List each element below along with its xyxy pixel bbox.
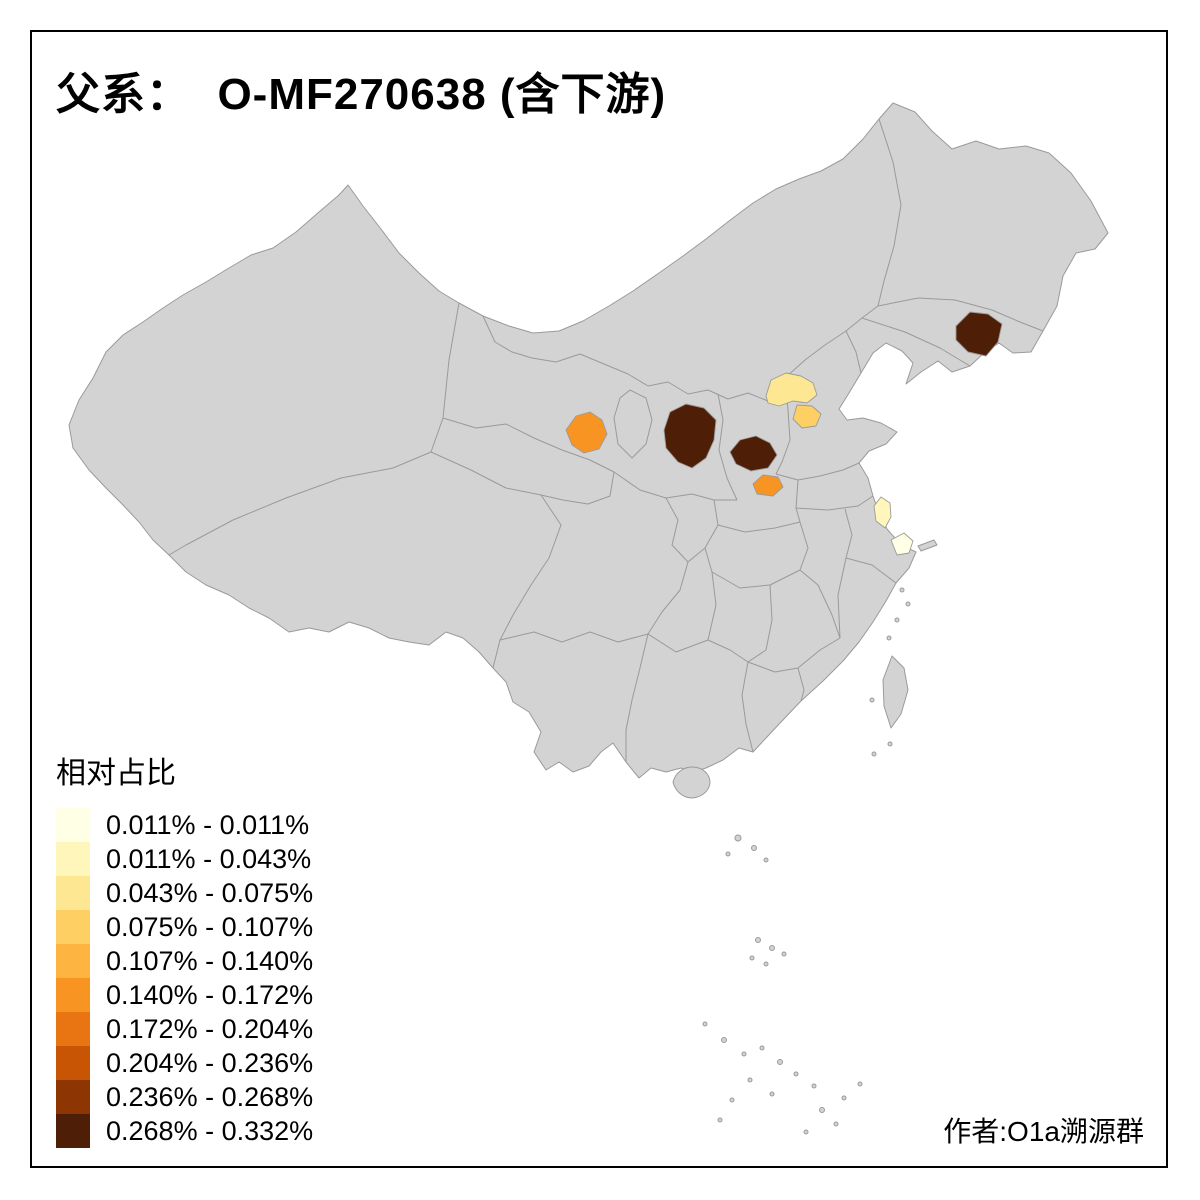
- island-dot: [793, 1071, 799, 1077]
- legend-label: 0.107% - 0.140%: [106, 945, 314, 976]
- legend-item: 0.075% - 0.107%: [56, 910, 313, 944]
- page-title: 父系： O-MF270638 (含下游): [56, 70, 667, 119]
- island-dot: [763, 961, 769, 967]
- legend-item: 0.011% - 0.043%: [56, 842, 313, 876]
- province-borders: [168, 118, 1044, 762]
- legend-swatch: [56, 978, 90, 1012]
- island-dot: [886, 635, 892, 641]
- region-central-hebei: [792, 404, 822, 429]
- island-dot: [721, 1037, 727, 1043]
- legend-swatch: [56, 808, 90, 842]
- region-south-jiangsu: [890, 532, 914, 556]
- legend: 相对占比 0.011% - 0.011% 0.011% - 0.043% 0.0…: [56, 748, 313, 1148]
- legend-item: 0.172% - 0.204%: [56, 1012, 313, 1046]
- region-north-hebei: [765, 372, 818, 407]
- region-central-gansu: [565, 411, 608, 454]
- island-dot: [734, 834, 742, 842]
- legend-title: 相对占比: [56, 757, 176, 790]
- legend-item: 0.140% - 0.172%: [56, 978, 313, 1012]
- island-dot: [894, 617, 900, 623]
- island-dot: [725, 851, 731, 857]
- legend-label: 0.172% - 0.204%: [106, 1013, 314, 1044]
- island-dot: [781, 951, 787, 957]
- legend-swatch: [56, 1012, 90, 1046]
- island-dot: [777, 1059, 783, 1065]
- island-dot: [747, 1077, 753, 1083]
- island-dot: [759, 1045, 765, 1051]
- legend-item: 0.043% - 0.075%: [56, 876, 313, 910]
- island-dot: [763, 857, 769, 863]
- yangtze-mouth-islet: [917, 539, 938, 552]
- island-dot: [899, 587, 905, 593]
- island-dot: [833, 1121, 839, 1127]
- island-dot: [729, 1097, 735, 1103]
- legend-label: 0.268% - 0.332%: [106, 1115, 314, 1146]
- south-china-sea-islands: [702, 834, 863, 1135]
- legend-label: 0.204% - 0.236%: [106, 1047, 314, 1078]
- legend-swatch: [56, 910, 90, 944]
- legend-item: 0.268% - 0.332%: [56, 1114, 313, 1148]
- islands: [672, 539, 938, 1135]
- legend-swatch: [56, 1114, 90, 1148]
- island-dot: [751, 845, 757, 851]
- island-dot: [811, 1083, 817, 1089]
- island-dot: [702, 1021, 708, 1027]
- author-credit: 作者:O1a溯源群: [943, 1116, 1144, 1147]
- legend-item: 0.011% - 0.011%: [56, 808, 313, 842]
- region-northeast-jilin: [955, 311, 1003, 357]
- legend-swatch: [56, 944, 90, 978]
- china-landmass: [68, 102, 1109, 1135]
- legend-label: 0.236% - 0.268%: [106, 1081, 314, 1112]
- island-dot: [871, 751, 877, 757]
- legend-swatch: [56, 1080, 90, 1114]
- legend-label: 0.011% - 0.011%: [106, 809, 310, 840]
- island-dot: [819, 1107, 825, 1113]
- island-dot: [887, 741, 893, 747]
- legend-swatch: [56, 1046, 90, 1080]
- island-dot: [717, 1117, 723, 1123]
- island-dot: [869, 697, 875, 703]
- legend-swatch: [56, 876, 90, 910]
- legend-item: 0.236% - 0.268%: [56, 1080, 313, 1114]
- island-dot: [755, 937, 761, 943]
- legend-swatch: [56, 842, 90, 876]
- island-dot: [905, 601, 911, 607]
- region-north-shaanxi: [663, 403, 717, 469]
- taiwan-island: [882, 655, 909, 729]
- region-north-jiangsu: [873, 496, 892, 529]
- hainan-island: [672, 766, 711, 799]
- island-dot: [841, 1095, 847, 1101]
- legend-item: 0.107% - 0.140%: [56, 944, 313, 978]
- island-dot: [749, 955, 755, 961]
- coastal-islets: [869, 587, 911, 757]
- island-dot: [769, 1091, 775, 1097]
- legend-label: 0.075% - 0.107%: [106, 911, 314, 942]
- legend-item: 0.204% - 0.236%: [56, 1046, 313, 1080]
- legend-label: 0.011% - 0.043%: [106, 843, 312, 874]
- region-south-shanxi: [729, 435, 778, 472]
- island-dot: [803, 1129, 809, 1135]
- island-dot: [741, 1051, 747, 1057]
- island-dot: [769, 945, 775, 951]
- legend-label: 0.043% - 0.075%: [106, 877, 314, 908]
- island-dot: [857, 1081, 863, 1087]
- legend-label: 0.140% - 0.172%: [106, 979, 314, 1010]
- region-west-henan: [752, 474, 784, 497]
